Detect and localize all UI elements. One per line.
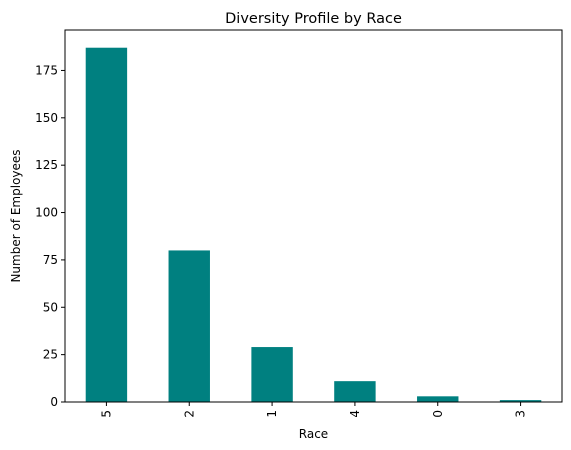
bar-race-5 <box>85 47 128 402</box>
y-tick-label: 25 <box>43 348 58 362</box>
plot-area: 5 2 1 4 0 3 0 25 50 75 100 125 150 175 <box>35 47 542 418</box>
x-tick-label: 5 <box>99 410 113 418</box>
x-axis-title: Race <box>299 427 328 441</box>
x-tick-label: 2 <box>182 410 196 418</box>
chart-title: Diversity Profile by Race <box>225 11 402 27</box>
x-tick-label: 3 <box>514 410 528 418</box>
bar-race-1 <box>251 347 293 402</box>
bar-race-4 <box>334 381 376 402</box>
x-tick-label: 0 <box>431 410 445 418</box>
bar-race-2 <box>168 250 210 402</box>
x-tick-label: 4 <box>348 410 362 418</box>
y-tick-label: 50 <box>43 300 58 314</box>
y-tick-label: 150 <box>35 111 58 125</box>
y-tick-label: 100 <box>35 206 58 220</box>
y-tick-label: 0 <box>50 395 58 409</box>
y-tick-label: 175 <box>35 63 58 77</box>
bar-race-0 <box>417 396 459 402</box>
plot-frame <box>64 29 563 403</box>
y-tick-label: 125 <box>35 158 58 172</box>
y-axis-title: Number of Employees <box>9 149 23 282</box>
x-tick-label: 1 <box>265 410 279 418</box>
y-tick-label: 75 <box>43 253 58 267</box>
bar-race-3 <box>499 400 542 402</box>
